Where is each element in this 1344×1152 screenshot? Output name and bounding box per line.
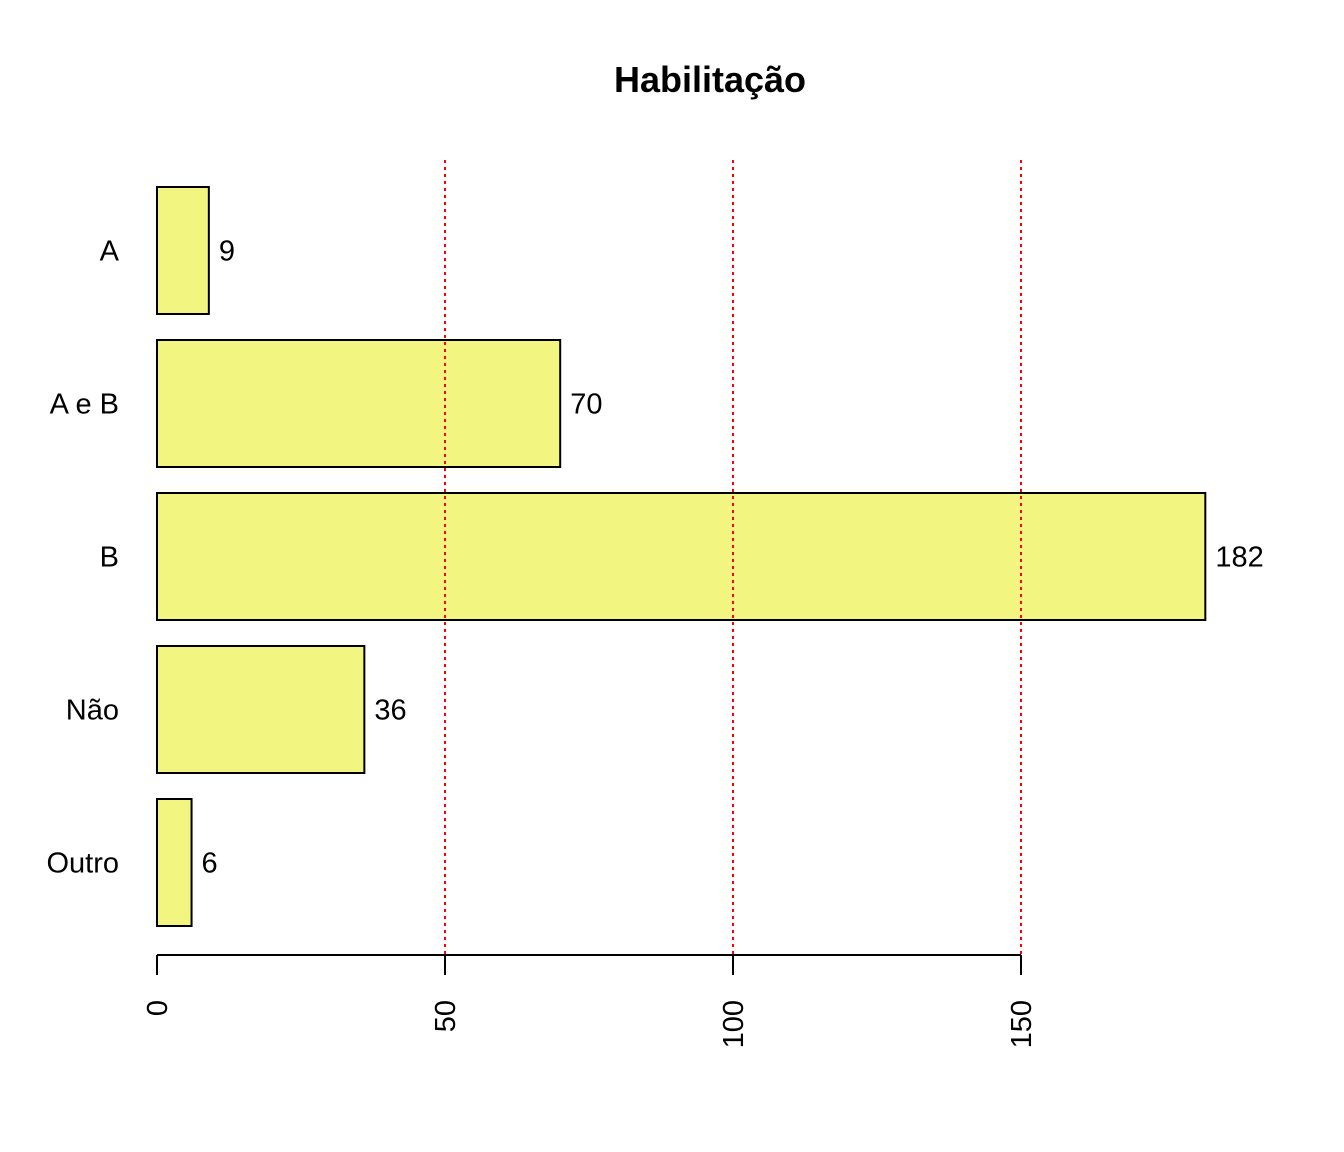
value-label: 9 [219, 236, 235, 268]
category-label: Não [66, 695, 119, 727]
value-label: 36 [374, 695, 406, 727]
x-tick-label: 50 [430, 1000, 462, 1032]
bars [156, 160, 1207, 955]
value-label: 6 [202, 848, 218, 880]
chart-title: Habilitação [614, 59, 806, 100]
category-label: A e B [50, 389, 119, 421]
value-labels: 9 70 182 36 6 [202, 236, 1264, 880]
bar [156, 339, 562, 468]
x-tick-label: 150 [1006, 1000, 1038, 1048]
category-label: B [100, 542, 119, 574]
bar [156, 798, 193, 927]
category-label: Outro [46, 848, 119, 880]
value-label: 70 [570, 389, 602, 421]
category-label: A [100, 236, 120, 268]
value-label: 182 [1215, 542, 1263, 574]
x-tick-label: 0 [142, 1000, 174, 1016]
x-axis: 0 50 100 150 [142, 954, 1038, 1048]
bar [156, 492, 1207, 621]
bar [156, 186, 210, 315]
bar [156, 645, 366, 774]
category-labels: A A e B B Não Outro [46, 236, 119, 880]
x-tick-label: 100 [718, 1000, 750, 1048]
